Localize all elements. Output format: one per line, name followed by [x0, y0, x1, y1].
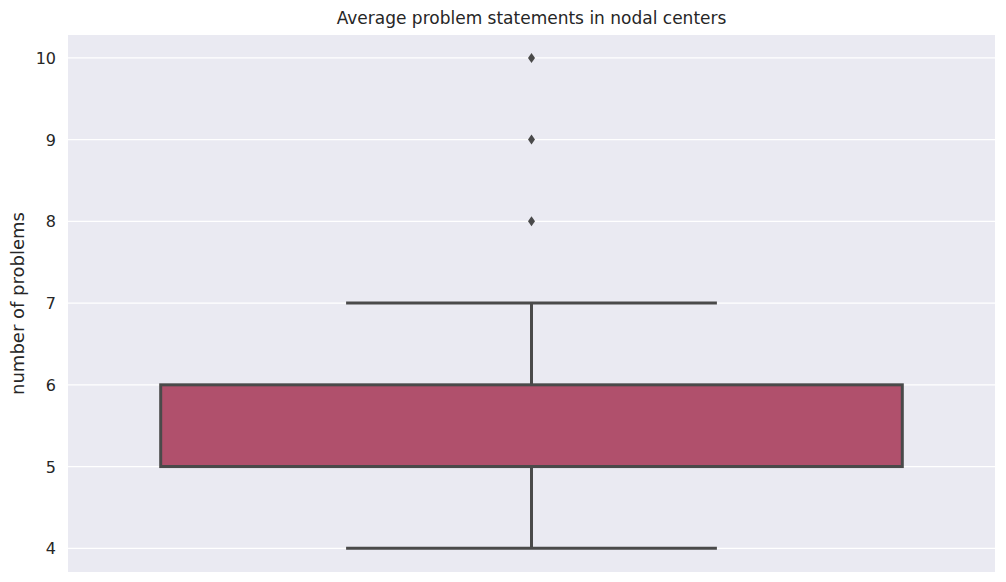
- y-tick-label: 10: [36, 49, 56, 68]
- grid-line: [68, 302, 995, 303]
- cap-high: [346, 302, 717, 305]
- y-axis-label: number of problems: [7, 212, 28, 395]
- grid-line: [68, 548, 995, 549]
- cap-low: [346, 547, 717, 550]
- outlier: [528, 53, 535, 63]
- y-tick-label: 9: [46, 131, 56, 150]
- y-tick-label: 7: [46, 294, 56, 313]
- outlier: [528, 216, 535, 226]
- plot-background: [68, 35, 995, 572]
- median: [161, 465, 903, 468]
- whisker-high: [530, 303, 533, 385]
- chart-container: 4 5 6 7 8 9 10 Average problem statements in no…: [0, 0, 1006, 582]
- box: [161, 385, 903, 467]
- outlier: [528, 135, 535, 145]
- grid-line: [68, 466, 995, 467]
- whisker-low: [530, 467, 533, 549]
- y-tick-label: 8: [46, 212, 56, 231]
- y-tick-label: 4: [46, 539, 56, 558]
- y-tick-label: 6: [46, 376, 56, 395]
- plot-area: [161, 53, 903, 548]
- y-tick-label: 5: [46, 458, 56, 477]
- title: Average problem statements in nodal cent…: [337, 8, 727, 28]
- chart-svg: 4 5 6 7 8 9 10 Average problem statements in no…: [0, 0, 1006, 582]
